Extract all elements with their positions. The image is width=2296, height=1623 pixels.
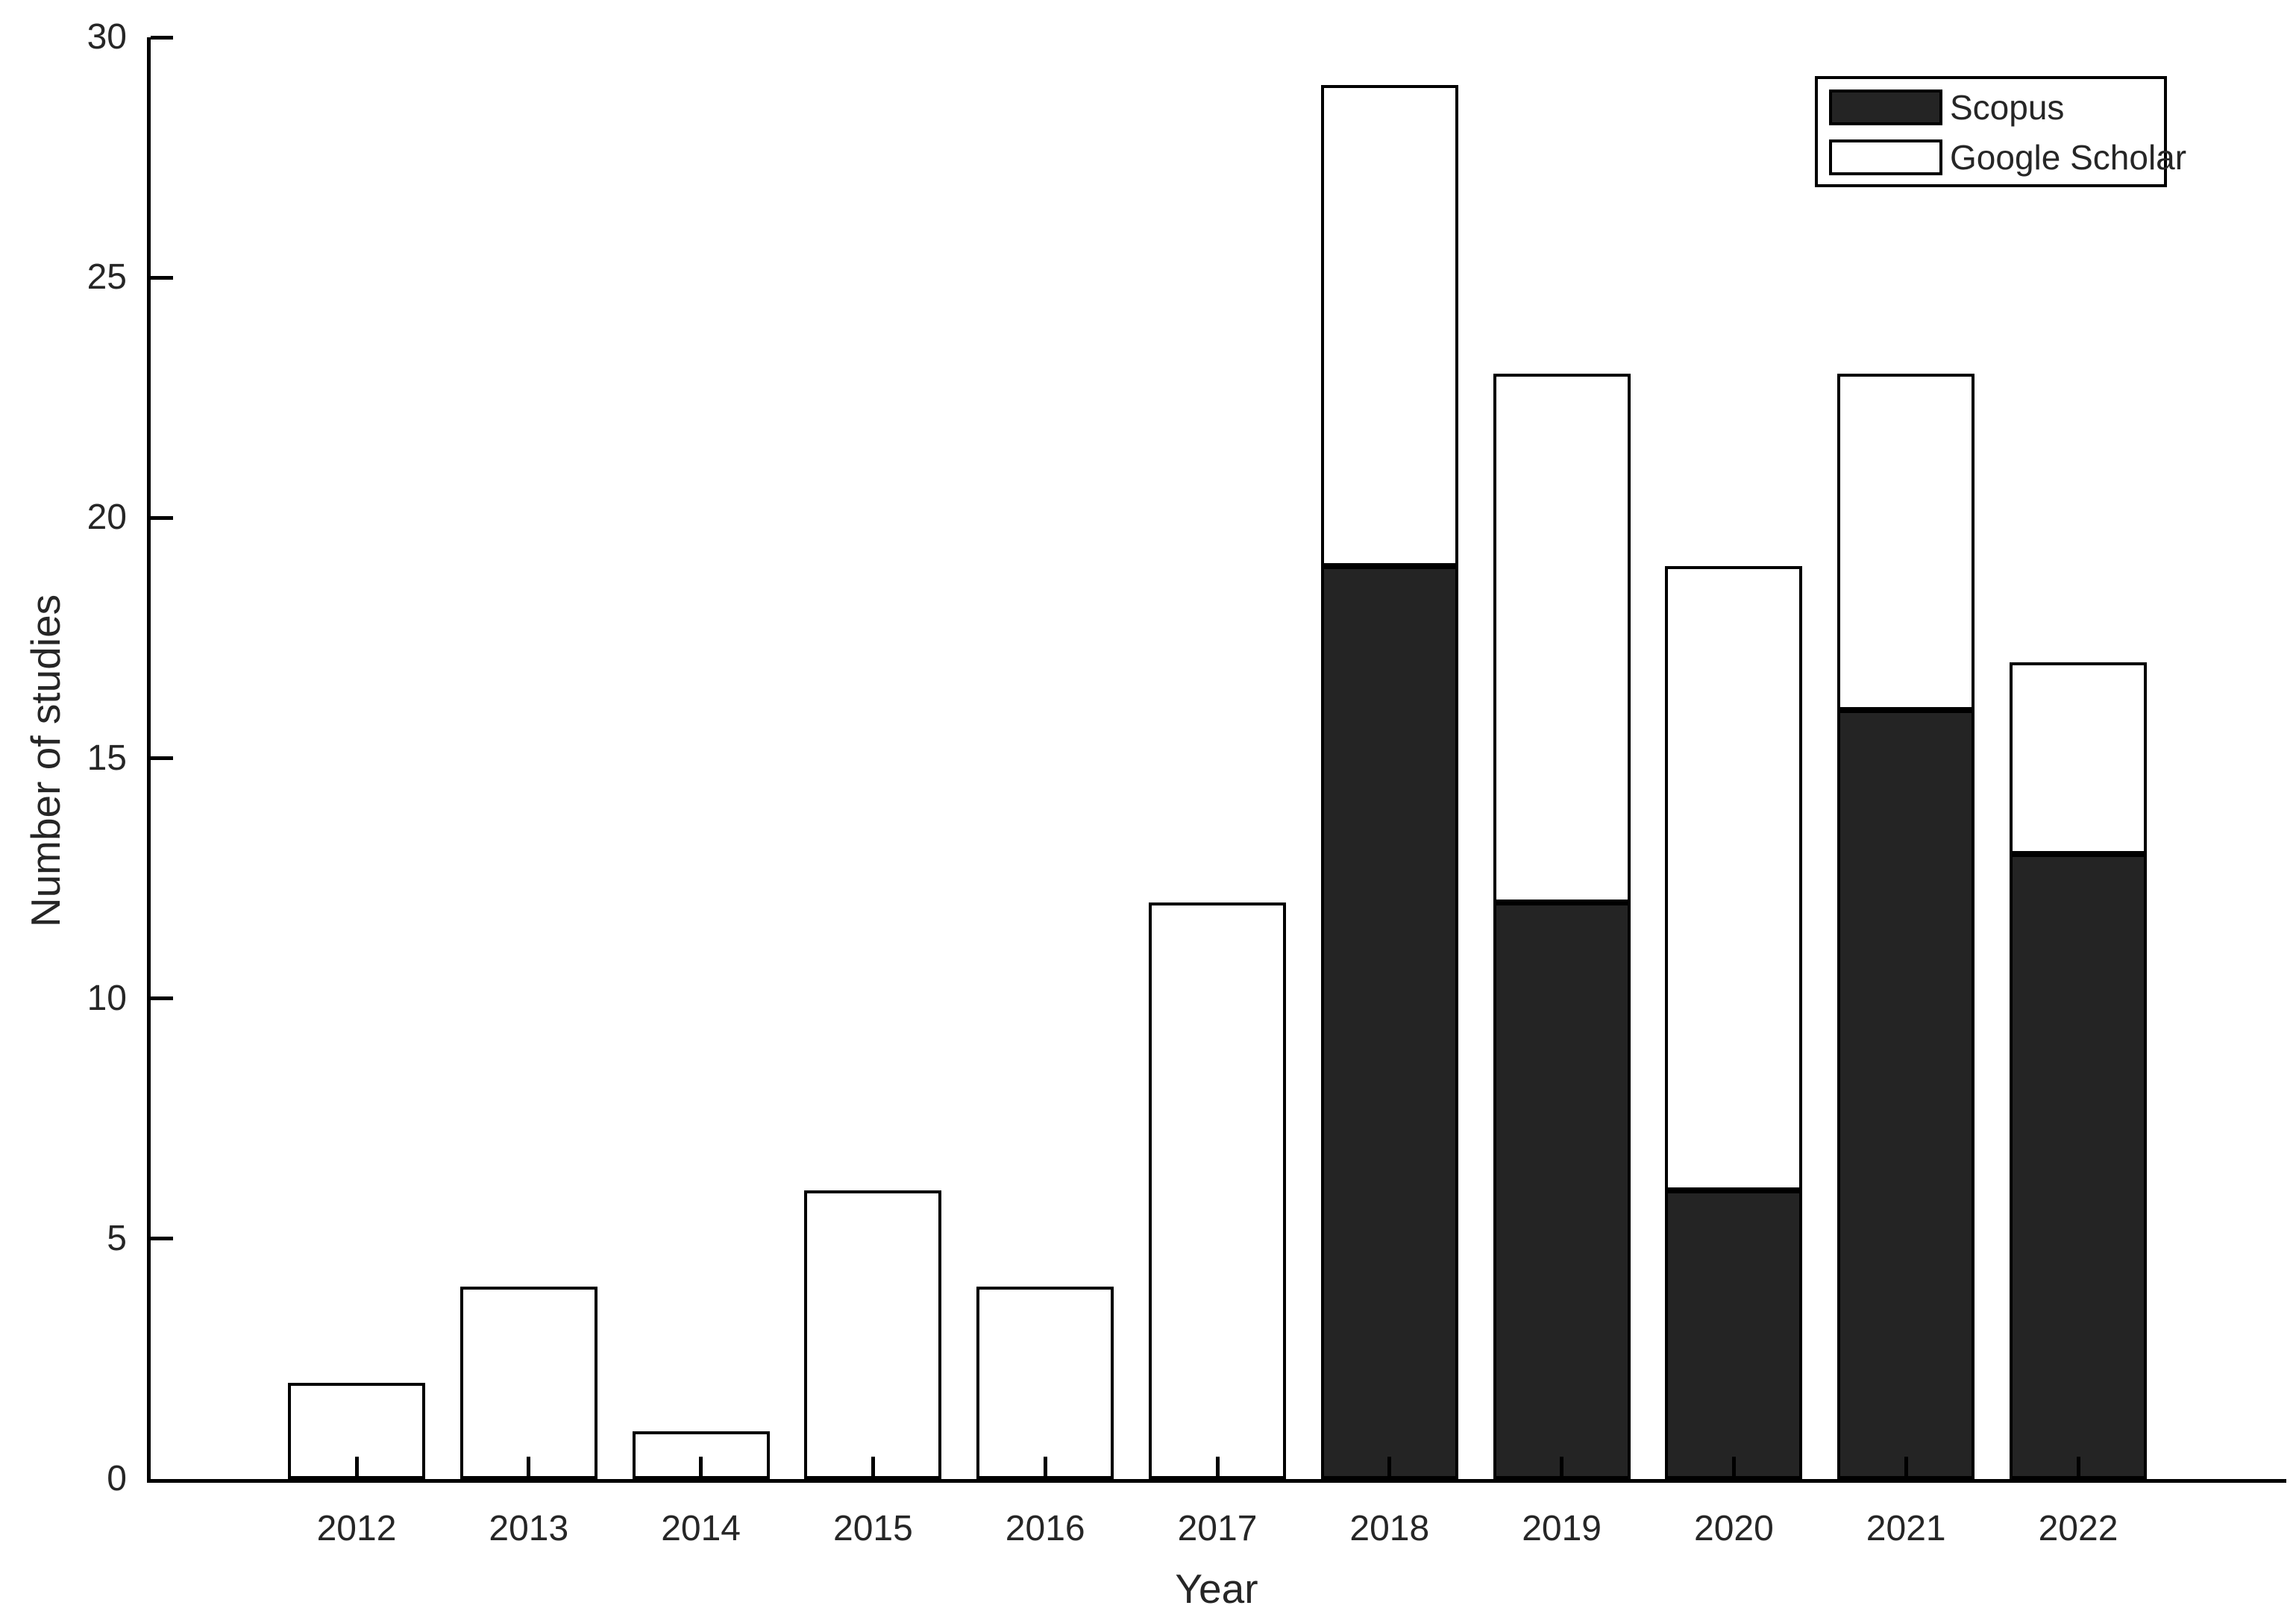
- legend-label-google-scholar: Google Scholar: [1950, 138, 2187, 177]
- x-tick-label-2015: 2015: [833, 1509, 913, 1548]
- x-axis-label: Year: [1175, 1566, 1258, 1612]
- bar-segment-google-scholar-2013: [459, 1287, 597, 1479]
- y-tick-20: [151, 515, 173, 520]
- y-tick-label-25: 25: [87, 257, 127, 298]
- bar-segment-google-scholar-2017: [1149, 902, 1286, 1479]
- x-tick-label-2017: 2017: [1177, 1509, 1258, 1548]
- x-tick-2021: [1904, 1457, 1908, 1479]
- legend-swatch-scopus: [1829, 90, 1942, 125]
- bar-segment-google-scholar-2016: [976, 1287, 1114, 1479]
- bar-segment-scopus-2018: [1320, 565, 1458, 1479]
- x-tick-2015: [871, 1457, 875, 1479]
- bar-segment-google-scholar-2019: [1493, 374, 1631, 902]
- bar-segment-google-scholar-2015: [804, 1190, 942, 1479]
- x-tick-label-2022: 2022: [2038, 1509, 2118, 1548]
- y-tick-label-30: 30: [87, 17, 127, 57]
- x-tick-label-2018: 2018: [1349, 1509, 1430, 1548]
- x-tick-label-2021: 2021: [1866, 1509, 1946, 1548]
- y-tick-label-0: 0: [107, 1459, 127, 1498]
- y-tick-15: [151, 756, 173, 760]
- y-tick-label-10: 10: [87, 978, 127, 1018]
- x-tick-label-2012: 2012: [316, 1509, 397, 1548]
- x-axis-line: [147, 1479, 2286, 1483]
- x-tick-2012: [354, 1457, 359, 1479]
- legend: Scopus Google Scholar: [1815, 76, 2187, 187]
- bar-segment-google-scholar-2020: [1665, 565, 1803, 1191]
- y-tick-10: [151, 996, 173, 1001]
- x-tick-label-2014: 2014: [661, 1509, 741, 1548]
- x-tick-2019: [1560, 1457, 1564, 1479]
- y-tick-30: [151, 35, 173, 40]
- bar-segment-google-scholar-2021: [1837, 374, 1975, 711]
- bar-segment-scopus-2020: [1665, 1190, 1803, 1479]
- y-tick-label-20: 20: [87, 497, 127, 538]
- y-tick-25: [151, 275, 173, 280]
- x-tick-2017: [1215, 1457, 1220, 1479]
- bar-segment-scopus-2021: [1837, 710, 1975, 1479]
- y-tick-label-5: 5: [107, 1218, 127, 1258]
- x-tick-2018: [1387, 1457, 1392, 1479]
- bar-segment-scopus-2022: [2010, 854, 2147, 1479]
- legend-swatch-google-scholar: [1829, 139, 1942, 175]
- y-axis-line: [147, 37, 151, 1483]
- y-tick-label-15: 15: [87, 738, 127, 778]
- x-tick-label-2016: 2016: [1005, 1509, 1085, 1548]
- x-tick-2014: [699, 1457, 703, 1479]
- x-tick-label-2019: 2019: [1522, 1509, 1602, 1548]
- x-tick-2020: [1731, 1457, 1736, 1479]
- x-tick-2013: [527, 1457, 531, 1479]
- bar-segment-scopus-2019: [1493, 902, 1631, 1479]
- x-tick-2022: [2076, 1457, 2080, 1479]
- x-tick-label-2020: 2020: [1694, 1509, 1774, 1548]
- bar-segment-google-scholar-2018: [1320, 85, 1458, 566]
- bar-segment-google-scholar-2022: [2010, 662, 2147, 855]
- x-tick-label-2013: 2013: [489, 1509, 569, 1548]
- y-tick-5: [151, 1237, 173, 1241]
- x-tick-2016: [1043, 1457, 1047, 1479]
- legend-label-scopus: Scopus: [1950, 88, 2065, 127]
